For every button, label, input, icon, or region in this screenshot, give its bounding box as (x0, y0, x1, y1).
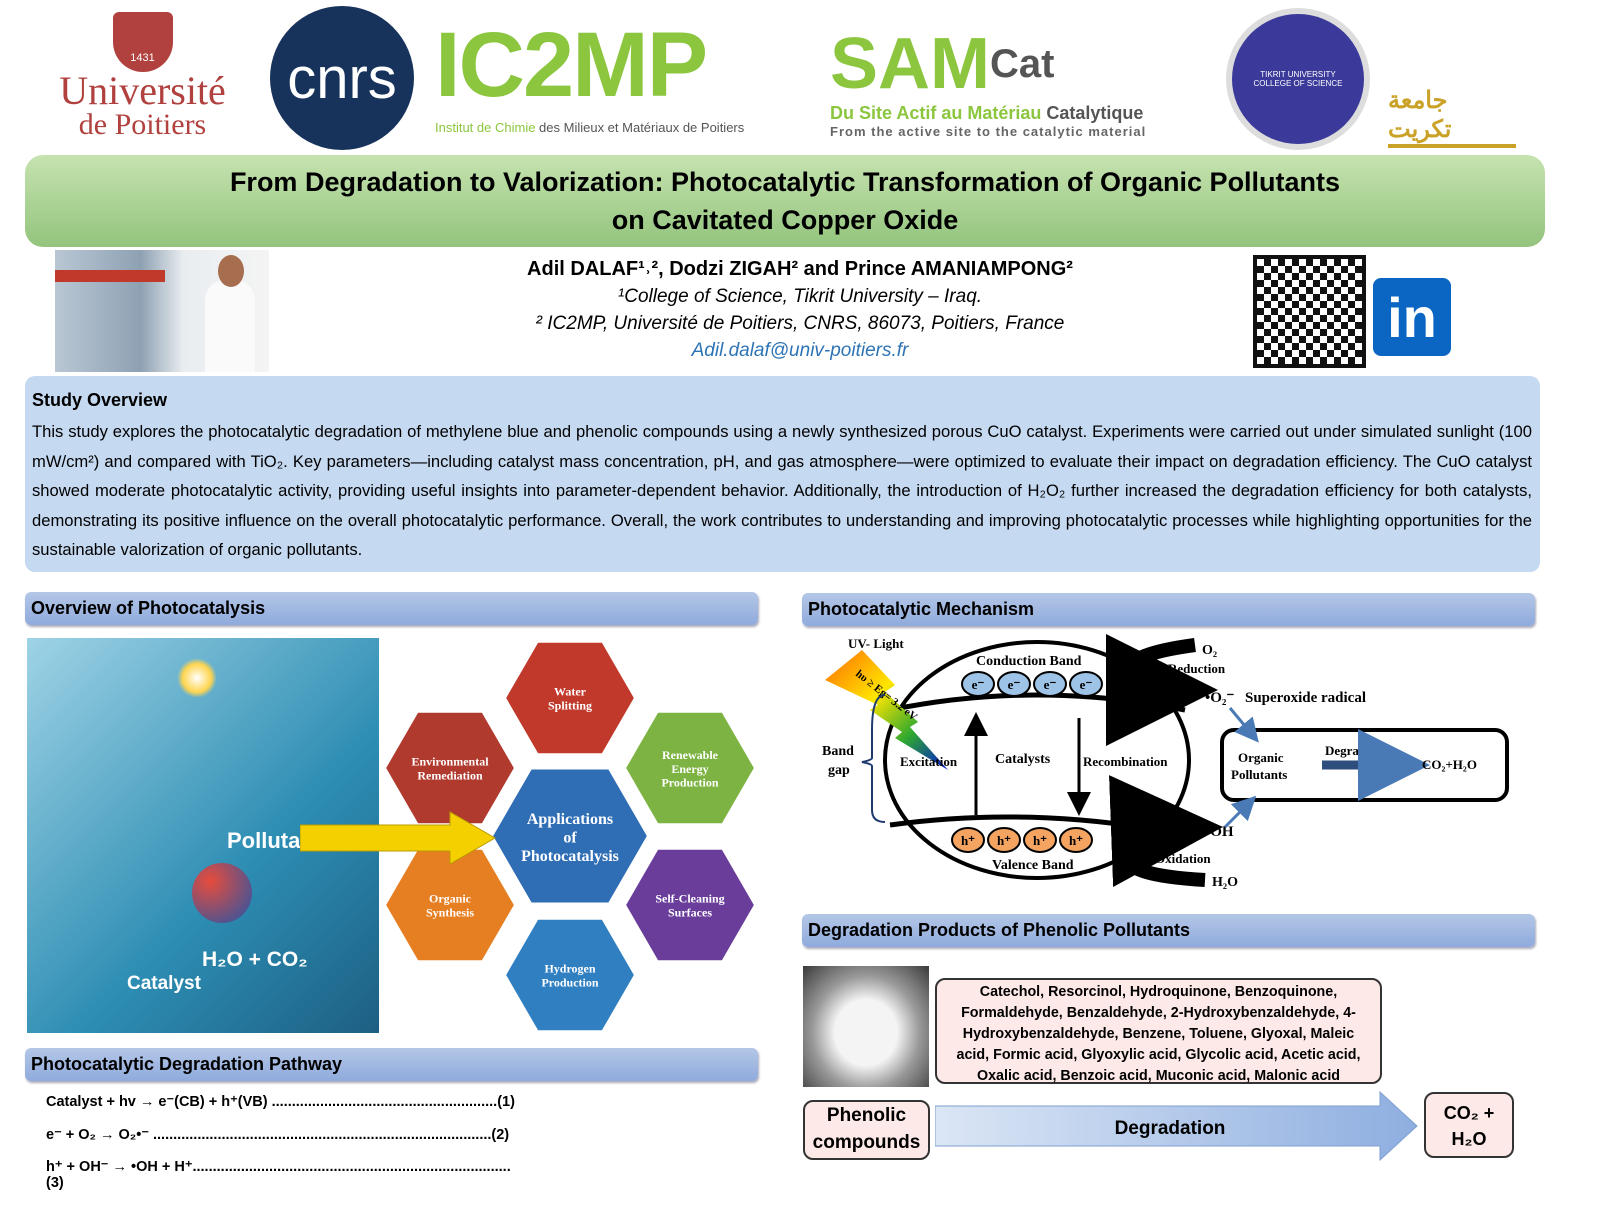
svg-text:e⁻: e⁻ (972, 677, 985, 692)
catalysts-label: Catalysts (995, 752, 1051, 767)
catalyst-particle (883, 640, 1191, 880)
email-link[interactable]: Adil.dalaf@univ-poitiers.fr (691, 340, 909, 361)
degradation-products-list: Catechol, Resorcinol, Hydroquinone, Benz… (935, 978, 1382, 1084)
reduction-label: Reduction (1168, 661, 1226, 676)
tikrit-college-logo: TIKRIT UNIVERSITY COLLEGE OF SCIENCE (1226, 8, 1370, 150)
electron-icon (1069, 671, 1103, 697)
ic2mp-logo: IC2MP Institut de Chimie des Milieux et … (435, 14, 745, 135)
electron-icon (961, 671, 995, 697)
hexagon-label: Environmental Remediation (411, 755, 489, 783)
application-hexagon (503, 640, 637, 756)
study-overview-section: Study Overview This study explores the p… (25, 376, 1540, 572)
svg-text:gap: gap (828, 763, 850, 778)
study-overview-text: This study explores the photocatalytic d… (32, 422, 1532, 559)
phenolic-compounds-box: Phenolic compounds (803, 1100, 930, 1160)
svg-text:h⁺: h⁺ (1033, 833, 1047, 848)
equation-1: Catalyst + hv → e⁻(CB) + h⁺(VB) ........… (46, 1094, 515, 1110)
section-heading-pathway: Photocatalytic Degradation Pathway (25, 1048, 758, 1081)
excitation-label: Excitation (900, 754, 958, 769)
svg-text:Pollutants: Pollutants (1231, 767, 1287, 782)
hole-icon (1059, 827, 1093, 853)
uv-light-label: UV- Light (848, 636, 904, 651)
hole-icon (987, 827, 1021, 853)
affiliation-2: ² IC2MP, Université de Poitiers, CNRS, 8… (535, 313, 1065, 334)
hexagon-label: Water Splitting (548, 685, 592, 713)
poster-title: From Degradation to Valorization: Photoc… (25, 155, 1545, 247)
svg-text:Degradation: Degradation (1115, 1118, 1226, 1139)
application-hexagon (383, 847, 517, 963)
equation-3: h⁺ + OH⁻ → •OH + H⁺.....................… (46, 1159, 511, 1191)
qr-code[interactable] (1253, 255, 1366, 368)
hexagon-label: Applications of Photocatalysis (521, 811, 619, 865)
superoxide-label: Superoxide radical (1245, 690, 1366, 706)
author-names: Adil DALAF¹˒², Dodzi ZIGAH² and Prince A… (527, 258, 1073, 280)
photocatalytic-mechanism-diagram: UV- Light hυ ≥ Eg= 3.2 eV Conduction Ban… (822, 633, 1509, 890)
svg-text:e⁻: e⁻ (1008, 677, 1021, 692)
svg-text:Organic: Organic (1238, 750, 1284, 765)
svg-text:h⁺: h⁺ (1069, 833, 1083, 848)
affiliation-1: ¹College of Science, Tikrit University –… (617, 286, 983, 307)
arrow-icon (300, 811, 496, 865)
svg-text:e⁻: e⁻ (1080, 677, 1093, 692)
hexagon-label: Organic Synthesis (426, 892, 474, 920)
linkedin-icon[interactable]: in (1373, 278, 1451, 356)
electron-icon (997, 671, 1031, 697)
valence-band-label: Valence Band (992, 858, 1074, 873)
application-hexagon (383, 710, 517, 826)
application-hexagon (623, 847, 757, 963)
university-of-poitiers-logo: 1431 Université de Poitiers (35, 12, 250, 147)
section-heading: Study Overview (32, 390, 168, 410)
application-hexagon (623, 710, 757, 826)
svg-text:O₂: O₂ (1202, 643, 1217, 658)
co2-h2o-box: CO₂ + H₂O (1424, 1092, 1514, 1158)
section-heading-mechanism: Photocatalytic Mechanism (802, 593, 1535, 626)
oxidation-label: Oxidation (1155, 851, 1211, 866)
svg-text:•O₂⁻: •O₂⁻ (1205, 690, 1234, 706)
hexagon-label: Renewable Energy Production (661, 748, 718, 790)
svg-text:h⁺: h⁺ (961, 833, 975, 848)
oxidation-arrow-icon (1109, 775, 1223, 888)
section-heading-degradation-products: Degradation Products of Phenolic Polluta… (802, 914, 1535, 947)
applications-hexagon-diagram: Water Splitting Renewable Energy Production S… (300, 640, 757, 1033)
authors-block: Adil DALAF¹˒², Dodzi ZIGAH² and Prince A… (400, 256, 1200, 364)
hexagon-label: Self-Cleaning Surfaces (655, 892, 724, 920)
recombination-label: Recombination (1083, 754, 1168, 769)
svg-text:h⁺: h⁺ (997, 833, 1011, 848)
svg-text:•OH: •OH (1205, 824, 1234, 840)
section-heading-overview: Overview of Photocatalysis (25, 592, 758, 625)
hole-icon (1023, 827, 1057, 853)
author-photo (55, 250, 269, 372)
reduction-arrow-icon (1105, 633, 1218, 746)
phenol-crystals-image (803, 966, 929, 1087)
svg-text:CO₂+H₂O: CO₂+H₂O (1422, 757, 1477, 772)
equation-2: e⁻ + O₂ → O₂•⁻ .........................… (46, 1127, 510, 1143)
svg-text:H₂O: H₂O (1212, 875, 1238, 890)
application-hexagon (503, 917, 637, 1033)
hole-icon (951, 827, 985, 853)
cnrs-logo: cnrs (270, 6, 414, 150)
conduction-band-label: Conduction Band (976, 654, 1082, 669)
hexagon-label: Hydrogen Production (541, 962, 598, 990)
degradation-arrow: Degradation (935, 1090, 1418, 1162)
samcat-logo: SAMCat Du Site Actif au Matériau Catalyt… (830, 24, 1147, 139)
uv-light-bolt-icon (825, 650, 948, 770)
tikrit-university-logo: جامعة تكريت (1388, 10, 1516, 148)
svg-text:e⁻: e⁻ (1044, 677, 1057, 692)
band-gap-label: Band (822, 744, 854, 759)
svg-text:Degradation: Degradation (1325, 743, 1395, 758)
electron-icon (1033, 671, 1067, 697)
